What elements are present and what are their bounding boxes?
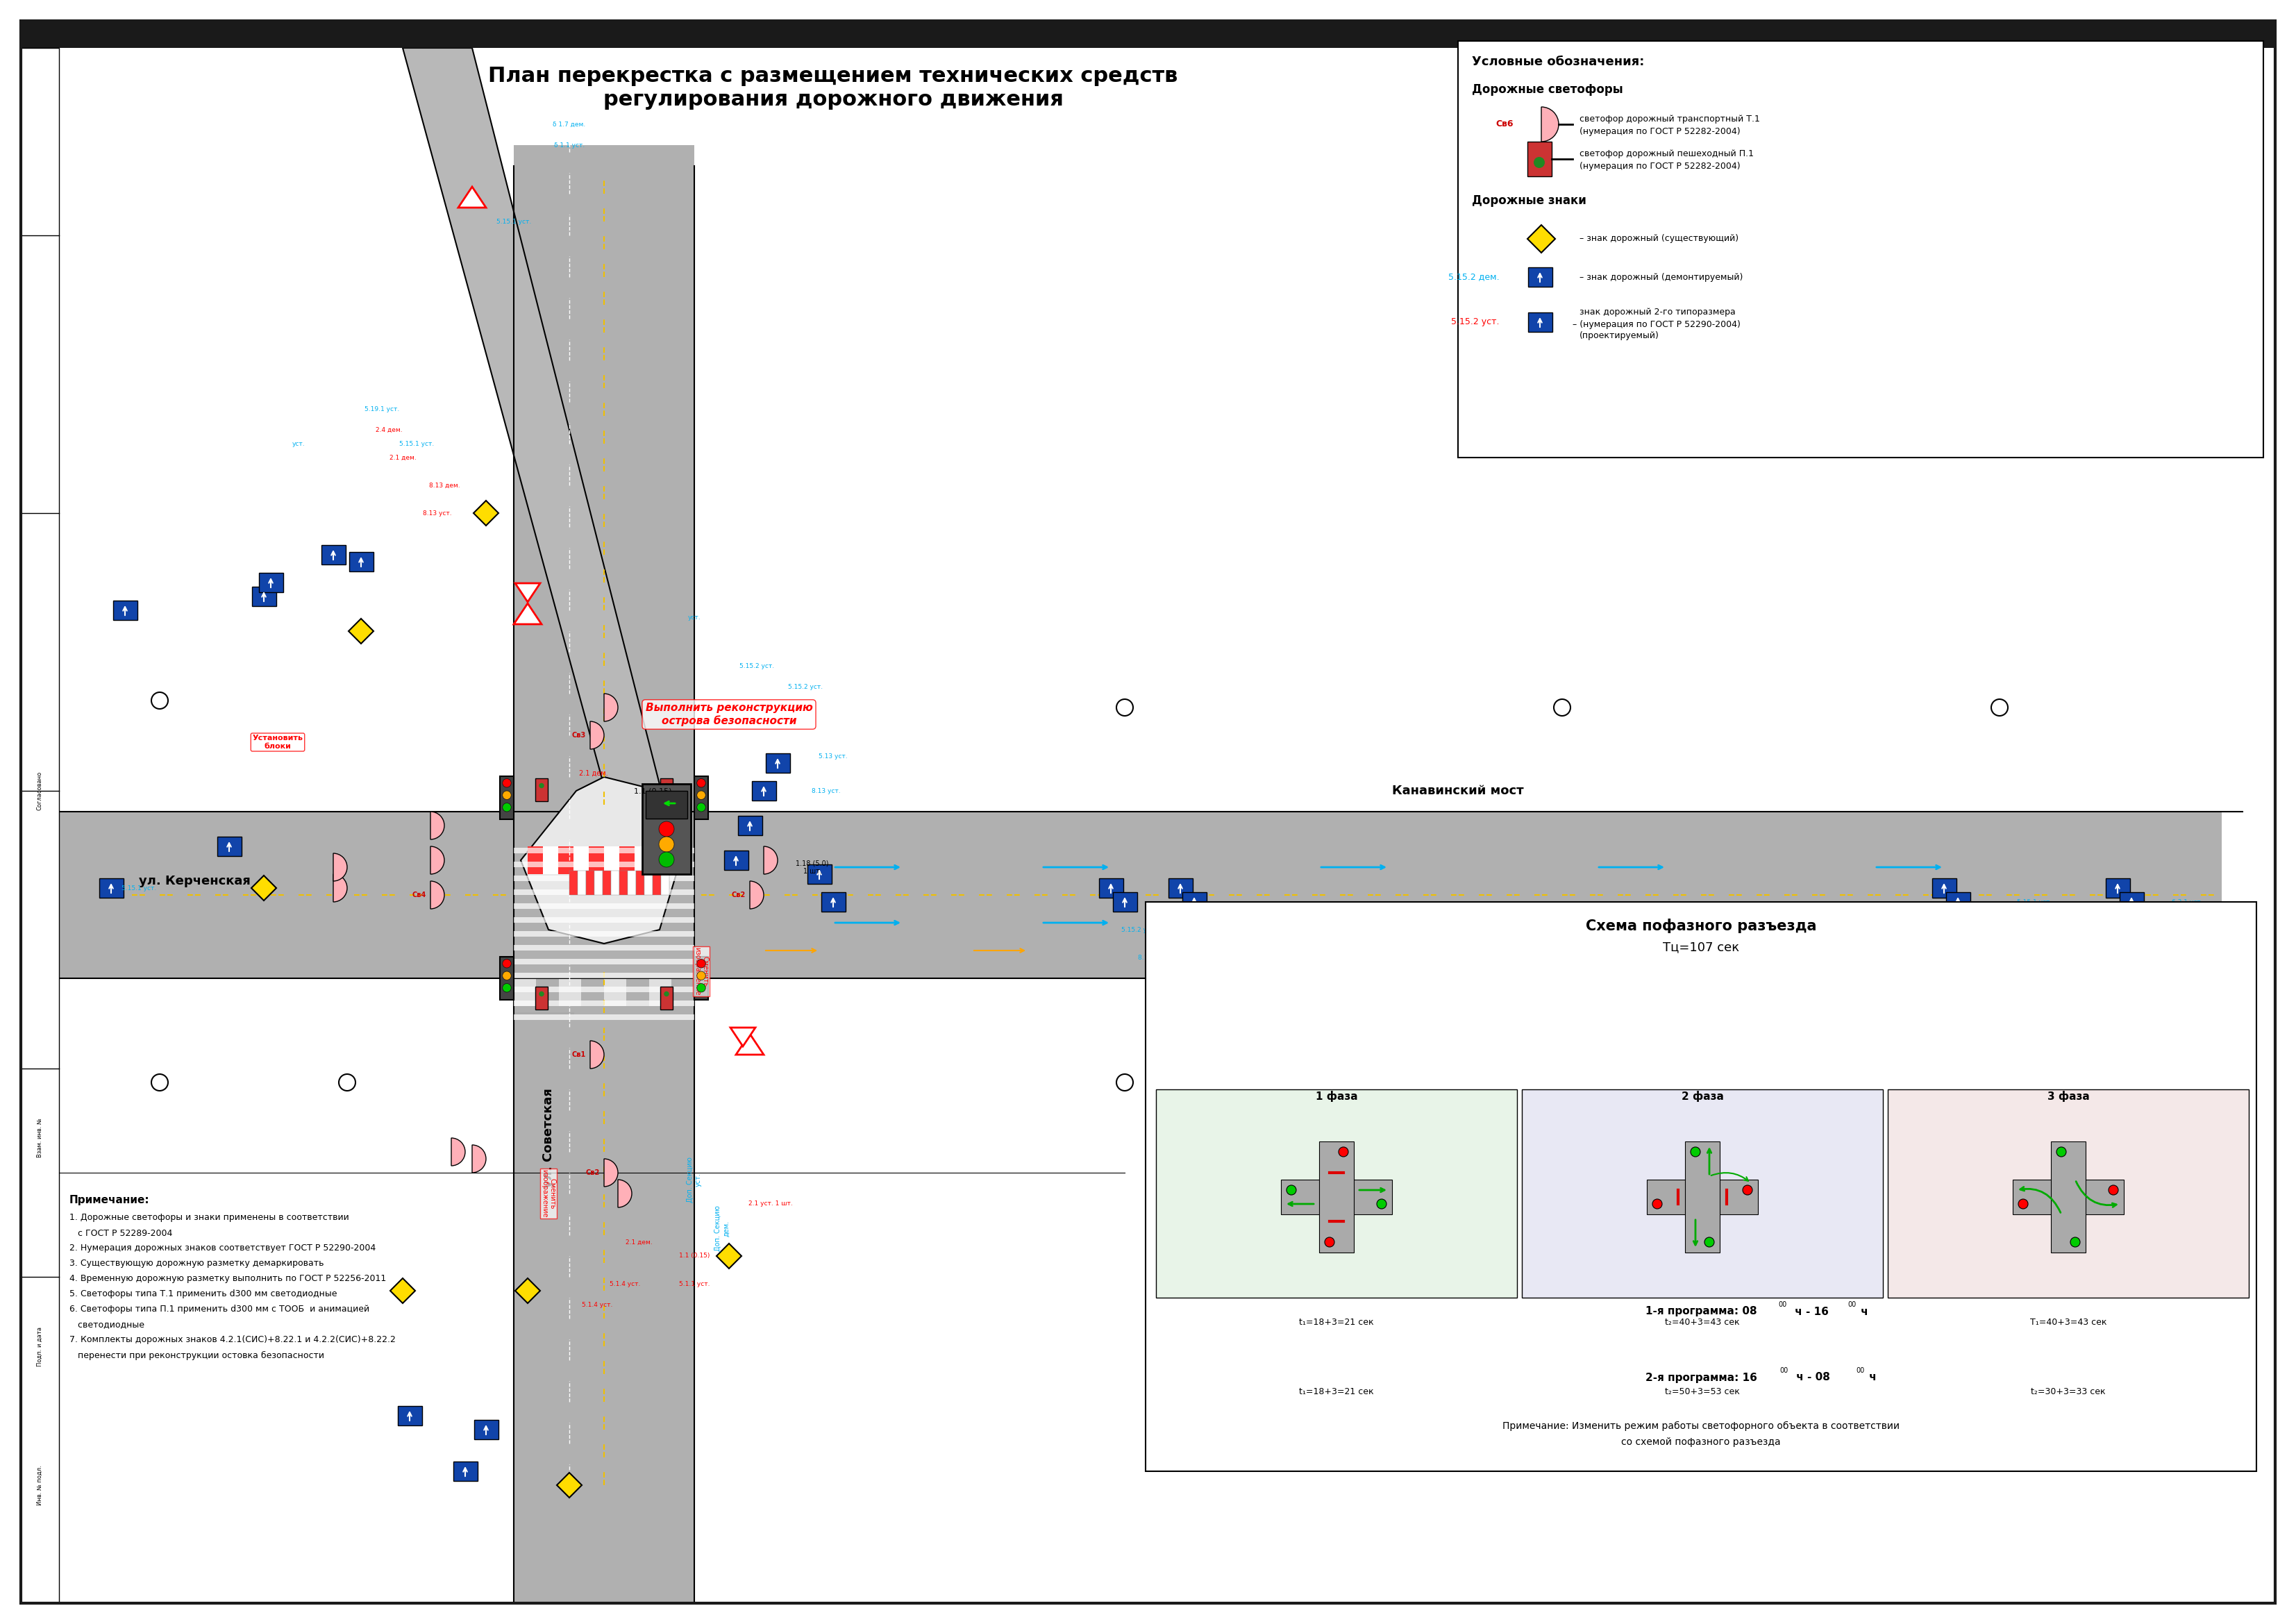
Circle shape — [1704, 1237, 1715, 1247]
Bar — [514, 890, 693, 895]
Text: Канавинский мост: Канавинский мост — [1391, 784, 1525, 797]
Text: 1.1 (0.15): 1.1 (0.15) — [634, 788, 670, 794]
Circle shape — [698, 984, 705, 992]
Bar — [1529, 312, 1552, 331]
Bar — [218, 836, 241, 856]
Wedge shape — [473, 1145, 487, 1173]
Bar — [501, 957, 514, 1000]
Text: 3 фаза: 3 фаза — [2048, 1091, 2089, 1101]
Text: регулирования дорожного движения: регулирования дорожного движения — [604, 89, 1063, 110]
Text: 1-я программа: 08: 1-я программа: 08 — [1646, 1306, 1756, 1317]
Text: 3. Существующую дорожную разметку демаркировать: 3. Существующую дорожную разметку демарк… — [69, 1259, 324, 1268]
Wedge shape — [429, 812, 445, 840]
Text: t₂=30+3=33 сек: t₂=30+3=33 сек — [2032, 1387, 2105, 1397]
Polygon shape — [514, 1278, 540, 1302]
Wedge shape — [452, 1138, 466, 1166]
Circle shape — [1116, 700, 1132, 716]
Text: светофор дорожный пешеходный П.1: светофор дорожный пешеходный П.1 — [1580, 149, 1754, 158]
Circle shape — [664, 783, 668, 788]
Circle shape — [503, 984, 512, 992]
Wedge shape — [765, 846, 778, 874]
Bar — [588, 846, 604, 874]
Bar — [321, 546, 347, 565]
Bar — [542, 846, 558, 874]
Bar — [514, 987, 693, 992]
Bar — [60, 812, 1240, 978]
Bar — [723, 851, 748, 870]
Circle shape — [1653, 1199, 1662, 1208]
Text: (нумерация по ГОСТ Р 52282-2004): (нумерация по ГОСТ Р 52282-2004) — [1580, 161, 1740, 171]
Polygon shape — [459, 187, 487, 208]
Text: t₂=40+3=43 сек: t₂=40+3=43 сек — [1665, 1317, 1740, 1327]
Text: δ 1.1 уст.: δ 1.1 уст. — [553, 141, 585, 148]
Text: Инв. № подл.: Инв. № подл. — [37, 1465, 44, 1505]
Bar — [113, 601, 138, 620]
Circle shape — [1690, 1147, 1701, 1156]
Text: T₁=40+3=43 сек: T₁=40+3=43 сек — [2030, 1317, 2108, 1327]
Bar — [1529, 268, 1552, 287]
Text: 8.13 уст.: 8.13 уст. — [1139, 955, 1166, 960]
Text: Св1: Св1 — [572, 1051, 585, 1059]
Text: 5.15.1 уст.: 5.15.1 уст. — [496, 218, 530, 224]
Bar — [514, 848, 693, 853]
Text: ул. Советская: ул. Советская — [542, 1088, 556, 1187]
Text: Св2: Св2 — [732, 892, 746, 898]
Bar — [645, 791, 687, 818]
Bar — [661, 870, 670, 895]
Text: 5.15.2 уст.: 5.15.2 уст. — [739, 663, 774, 669]
Text: 1.18 (5.0)
1 шт.: 1.18 (5.0) 1 шт. — [797, 859, 829, 875]
Wedge shape — [604, 1160, 618, 1187]
Bar — [604, 846, 620, 874]
Bar — [514, 978, 535, 1005]
Circle shape — [659, 853, 675, 867]
Text: t₁=18+3=21 сек: t₁=18+3=21 сек — [1300, 1317, 1373, 1327]
Text: 00: 00 — [1779, 1301, 1786, 1307]
Bar — [808, 864, 831, 883]
Text: Примечание: Изменить режим работы светофорного объекта в соответствии: Примечание: Изменить режим работы светоф… — [1502, 1421, 1899, 1431]
Bar — [514, 918, 693, 922]
Text: ч - 16: ч - 16 — [1791, 1306, 1828, 1317]
Text: Св2: Св2 — [585, 1169, 599, 1176]
Wedge shape — [618, 1179, 631, 1207]
Bar — [1100, 879, 1123, 898]
Circle shape — [503, 802, 512, 812]
Bar — [1887, 1090, 2248, 1298]
Text: 5.15.1 уст.: 5.15.1 уст. — [122, 885, 156, 892]
Polygon shape — [349, 619, 374, 643]
Bar — [650, 978, 670, 1005]
Text: 2.1 дем.: 2.1 дем. — [625, 1239, 652, 1246]
Circle shape — [698, 802, 705, 812]
Text: 8.13 уст.: 8.13 уст. — [813, 788, 840, 794]
Circle shape — [2018, 1199, 2027, 1208]
Bar — [620, 846, 634, 874]
Polygon shape — [521, 776, 680, 944]
Bar — [514, 145, 693, 1603]
Text: 2 фаза: 2 фаза — [1681, 1091, 1724, 1101]
Polygon shape — [514, 583, 540, 603]
Text: светодиодные: светодиодные — [69, 1320, 145, 1330]
Circle shape — [1554, 700, 1570, 716]
Circle shape — [540, 783, 544, 788]
Wedge shape — [333, 874, 347, 901]
Circle shape — [2071, 1237, 2080, 1247]
Bar — [514, 903, 693, 909]
Text: 6.3.1 уст.: 6.3.1 уст. — [2172, 898, 2202, 905]
Circle shape — [1554, 1073, 1570, 1091]
Text: – знак дорожный (демонтируемый): – знак дорожный (демонтируемый) — [1580, 273, 1743, 281]
Circle shape — [1339, 1147, 1348, 1156]
Text: (нумерация по ГОСТ Р 52282-2004): (нумерация по ГОСТ Р 52282-2004) — [1580, 127, 1740, 136]
Circle shape — [659, 822, 675, 836]
Bar — [2105, 879, 2131, 898]
Circle shape — [1991, 700, 2009, 716]
Bar — [1522, 1090, 1883, 1298]
Bar — [349, 552, 374, 572]
Circle shape — [540, 991, 544, 997]
Text: 5.15.2 уст.: 5.15.2 уст. — [1451, 318, 1499, 326]
Polygon shape — [1527, 226, 1554, 253]
Circle shape — [698, 791, 705, 799]
Bar — [1281, 1179, 1391, 1215]
Circle shape — [1286, 1186, 1297, 1195]
Text: 5.1.4 уст.: 5.1.4 уст. — [608, 1281, 641, 1286]
Bar — [2119, 892, 2144, 911]
Circle shape — [664, 991, 668, 997]
